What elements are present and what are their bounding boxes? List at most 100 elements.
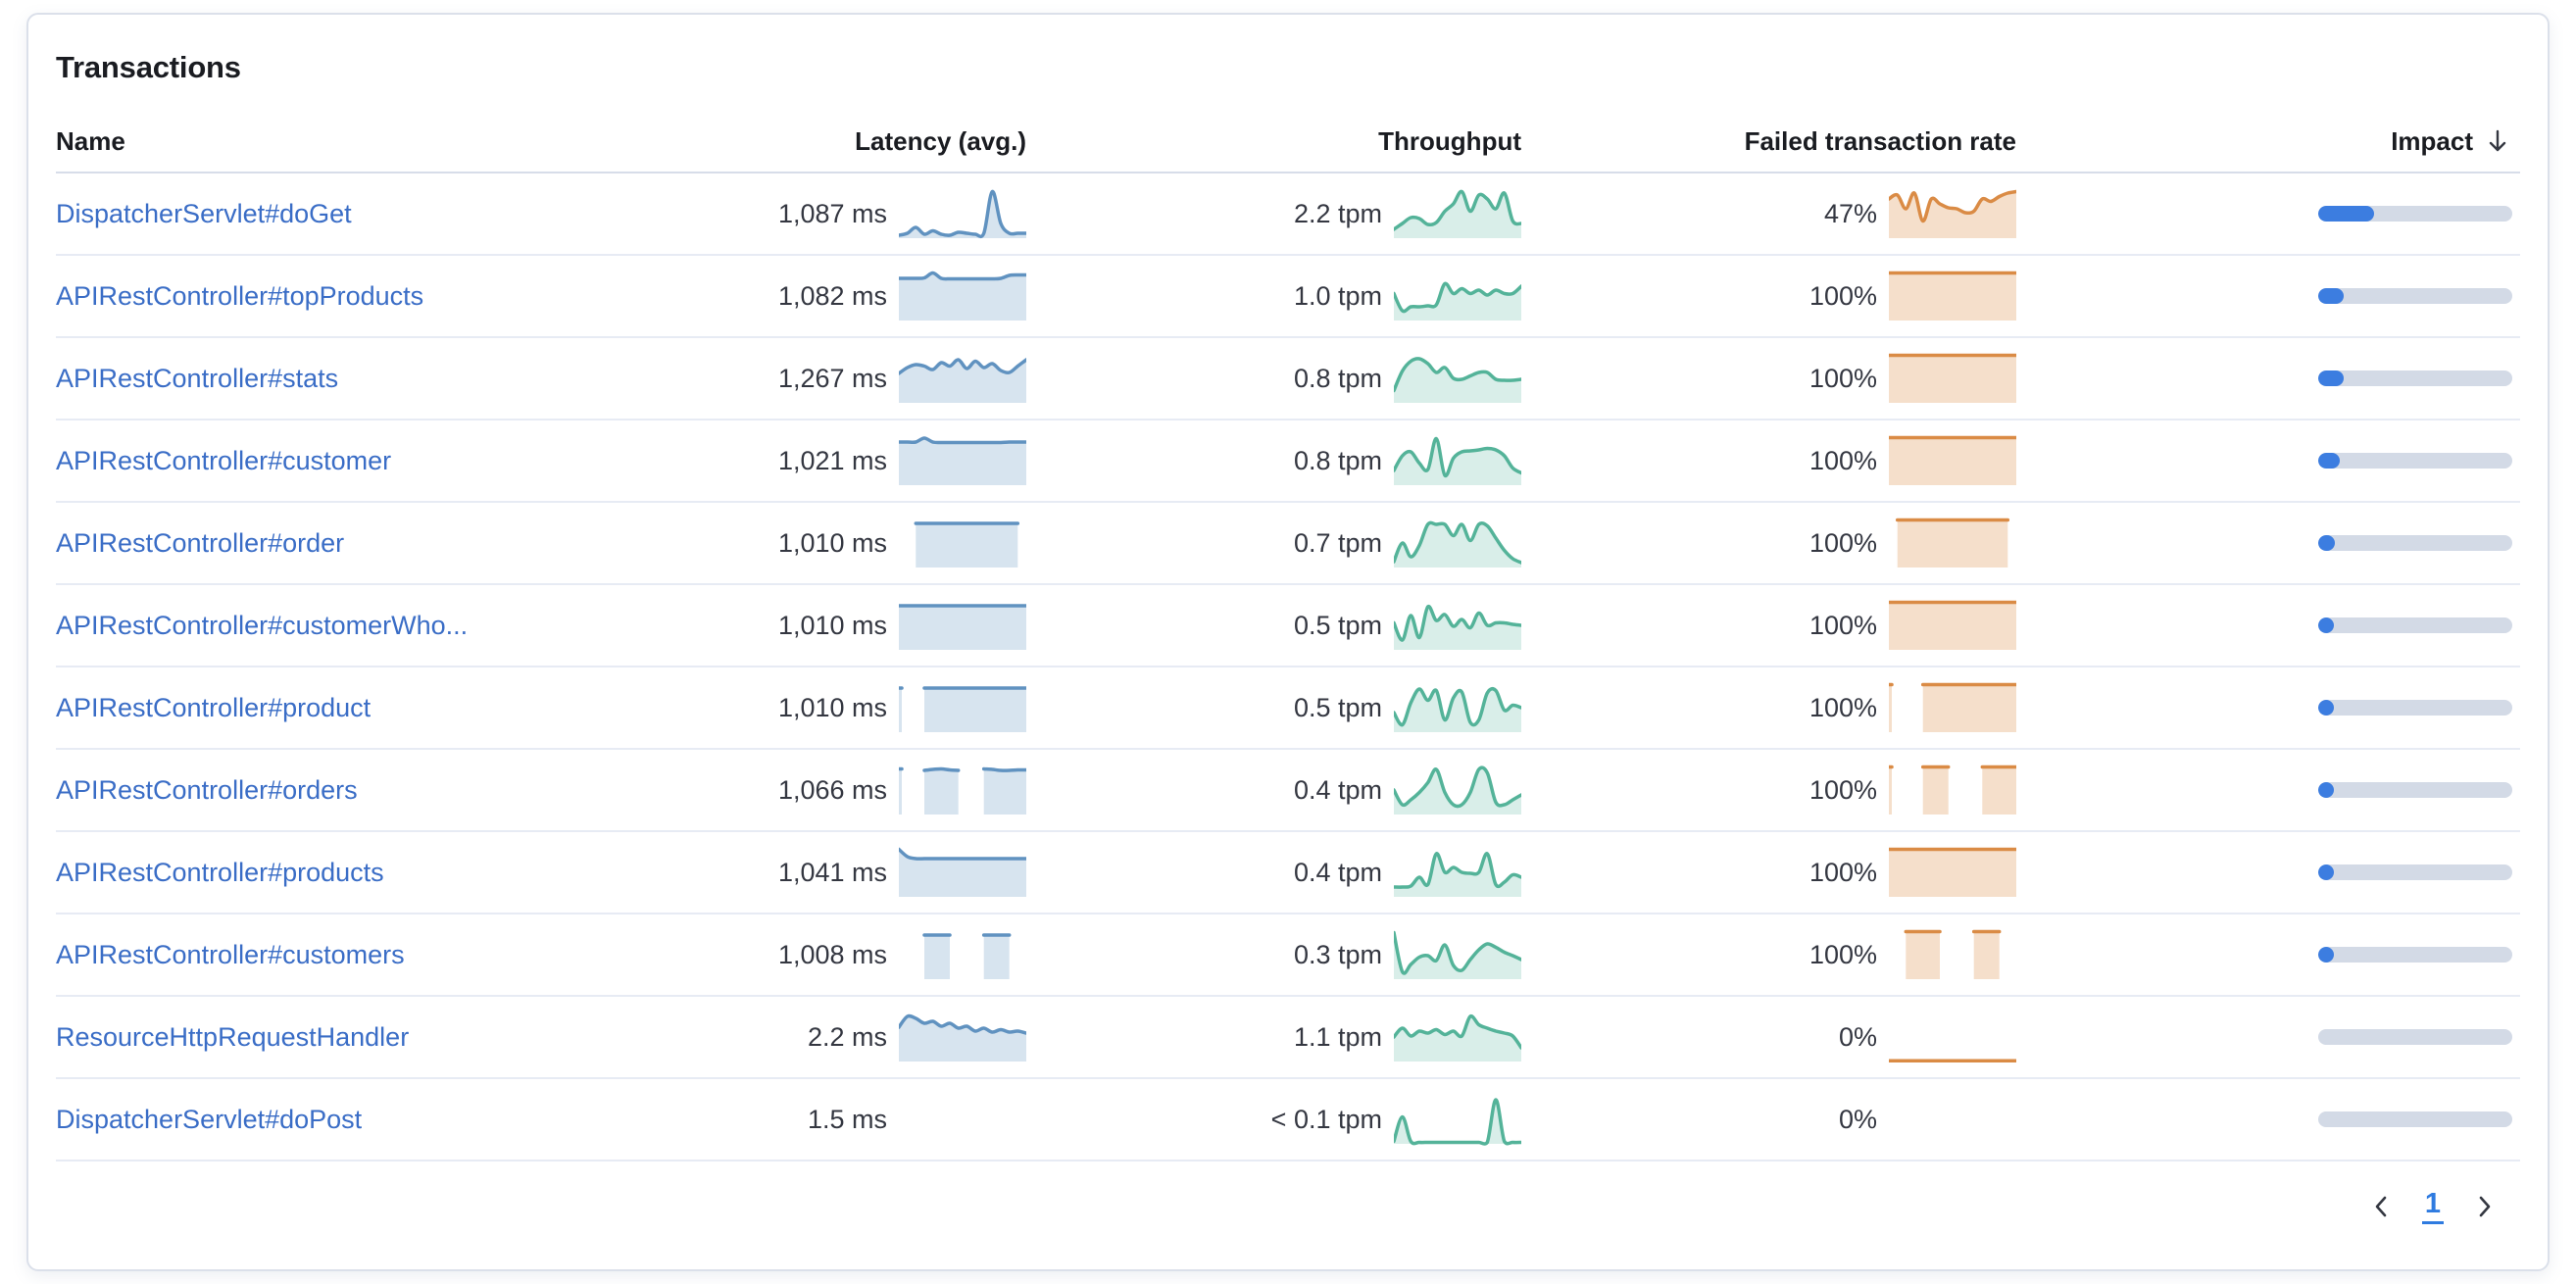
impact-cell (2026, 453, 2524, 469)
latency-value: 2.2 ms (807, 1021, 887, 1052)
throughput-value: 0.5 tpm (1293, 610, 1382, 640)
transaction-link[interactable]: DispatcherServlet#doGet (56, 198, 352, 228)
failed-rate-cell: 100% (1531, 350, 2026, 407)
transaction-link[interactable]: APIRestController#product (56, 692, 372, 722)
latency-value: 1,010 ms (777, 692, 887, 722)
throughput-value: 0.4 tpm (1293, 774, 1382, 805)
impact-cell (2026, 1111, 2524, 1127)
latency-sparkline (899, 350, 1026, 407)
impact-bar-fill (2318, 453, 2340, 469)
table-row: ResourceHttpRequestHandler 2.2 ms 1.1 tp… (56, 997, 2520, 1079)
impact-bar (2318, 782, 2512, 798)
pagination: 1 (2365, 1179, 2501, 1234)
name-cell: APIRestController#customers (56, 940, 624, 970)
latency-sparkline (899, 185, 1026, 242)
failed-rate-cell: 47% (1531, 185, 2026, 242)
impact-cell (2026, 700, 2524, 716)
failed-rate-value: 100% (1808, 363, 1877, 393)
throughput-value: 0.8 tpm (1293, 363, 1382, 393)
next-page-button[interactable] (2467, 1190, 2501, 1223)
impact-bar (2318, 370, 2512, 386)
name-cell: DispatcherServlet#doPost (56, 1105, 624, 1135)
name-cell: APIRestController#customerWho... (56, 611, 624, 641)
impact-cell (2026, 617, 2524, 633)
name-cell: APIRestController#product (56, 693, 624, 723)
transaction-link[interactable]: ResourceHttpRequestHandler (56, 1021, 410, 1052)
throughput-sparkline (1394, 762, 1521, 818)
impact-bar (2318, 700, 2512, 716)
latency-cell: 1,010 ms (624, 597, 1036, 654)
latency-sparkline (899, 1091, 1026, 1148)
latency-sparkline (899, 515, 1026, 571)
throughput-sparkline (1394, 597, 1521, 654)
failed-rate-value: 47% (1823, 198, 1877, 228)
transactions-panel: Transactions Name Latency (avg.) Through… (26, 13, 2550, 1271)
throughput-sparkline (1394, 844, 1521, 901)
transaction-link[interactable]: APIRestController#orders (56, 774, 358, 805)
latency-sparkline (899, 432, 1026, 489)
column-header-impact[interactable]: Impact (2026, 126, 2524, 157)
column-header-name[interactable]: Name (56, 125, 125, 156)
transaction-link[interactable]: APIRestController#customerWho... (56, 610, 469, 640)
transaction-link[interactable]: APIRestController#products (56, 857, 384, 887)
name-cell: ResourceHttpRequestHandler (56, 1022, 624, 1053)
sort-descending-icon (2483, 126, 2512, 156)
transaction-link[interactable]: APIRestController#topProducts (56, 280, 424, 311)
impact-cell (2026, 535, 2524, 551)
latency-value: 1,041 ms (777, 857, 887, 887)
panel-title: Transactions (56, 50, 241, 84)
table-header-row: Name Latency (avg.) Throughput Failed tr… (56, 111, 2520, 173)
transactions-table: Name Latency (avg.) Throughput Failed tr… (56, 111, 2520, 1161)
latency-value: 1,267 ms (777, 363, 887, 393)
transaction-link[interactable]: APIRestController#customers (56, 939, 405, 969)
failed-rate-value: 100% (1808, 857, 1877, 887)
previous-page-button[interactable] (2365, 1190, 2399, 1223)
column-header-throughput[interactable]: Throughput (1378, 125, 1521, 156)
latency-cell: 1,082 ms (624, 268, 1036, 324)
latency-cell: 1.5 ms (624, 1091, 1036, 1148)
throughput-cell: 0.8 tpm (1036, 350, 1531, 407)
latency-value: 1,066 ms (777, 774, 887, 805)
impact-bar (2318, 1029, 2512, 1045)
throughput-cell: 0.7 tpm (1036, 515, 1531, 571)
impact-cell (2026, 206, 2524, 222)
table-row: APIRestController#customer 1,021 ms 0.8 … (56, 420, 2520, 503)
failed-rate-value: 0% (1838, 1021, 1877, 1052)
throughput-cell: 1.1 tpm (1036, 1009, 1531, 1065)
throughput-cell: 1.0 tpm (1036, 268, 1531, 324)
table-row: APIRestController#order 1,010 ms 0.7 tpm… (56, 503, 2520, 585)
failed-rate-sparkline (1889, 597, 2016, 654)
transaction-link[interactable]: APIRestController#order (56, 527, 345, 558)
throughput-value: 2.2 tpm (1293, 198, 1382, 228)
table-row: APIRestController#topProducts 1,082 ms 1… (56, 256, 2520, 338)
transaction-link[interactable]: APIRestController#customer (56, 445, 392, 475)
table-body: DispatcherServlet#doGet 1,087 ms 2.2 tpm… (56, 173, 2520, 1161)
latency-value: 1.5 ms (807, 1104, 887, 1134)
impact-bar (2318, 535, 2512, 551)
failed-rate-sparkline (1889, 844, 2016, 901)
impact-bar-fill (2318, 700, 2334, 716)
failed-rate-sparkline (1889, 679, 2016, 736)
column-header-failed-rate[interactable]: Failed transaction rate (1744, 125, 2016, 156)
failed-rate-value: 100% (1808, 774, 1877, 805)
latency-cell: 1,267 ms (624, 350, 1036, 407)
failed-rate-value: 100% (1808, 939, 1877, 969)
failed-rate-sparkline (1889, 1009, 2016, 1065)
impact-bar-fill (2318, 288, 2344, 304)
impact-cell (2026, 370, 2524, 386)
throughput-sparkline (1394, 268, 1521, 324)
column-header-latency[interactable]: Latency (avg.) (855, 125, 1026, 156)
table-row: APIRestController#orders 1,066 ms 0.4 tp… (56, 750, 2520, 832)
chevron-right-icon (2479, 1196, 2491, 1217)
impact-bar-fill (2318, 370, 2344, 386)
latency-value: 1,021 ms (777, 445, 887, 475)
transaction-link[interactable]: DispatcherServlet#doPost (56, 1104, 363, 1134)
page-1-button[interactable]: 1 (2421, 1189, 2444, 1224)
failed-rate-sparkline (1889, 350, 2016, 407)
latency-cell: 1,008 ms (624, 926, 1036, 983)
throughput-value: < 0.1 tpm (1270, 1104, 1382, 1134)
failed-rate-cell: 100% (1531, 844, 2026, 901)
failed-rate-sparkline (1889, 1091, 2016, 1148)
transaction-link[interactable]: APIRestController#stats (56, 363, 339, 393)
throughput-value: 0.8 tpm (1293, 445, 1382, 475)
